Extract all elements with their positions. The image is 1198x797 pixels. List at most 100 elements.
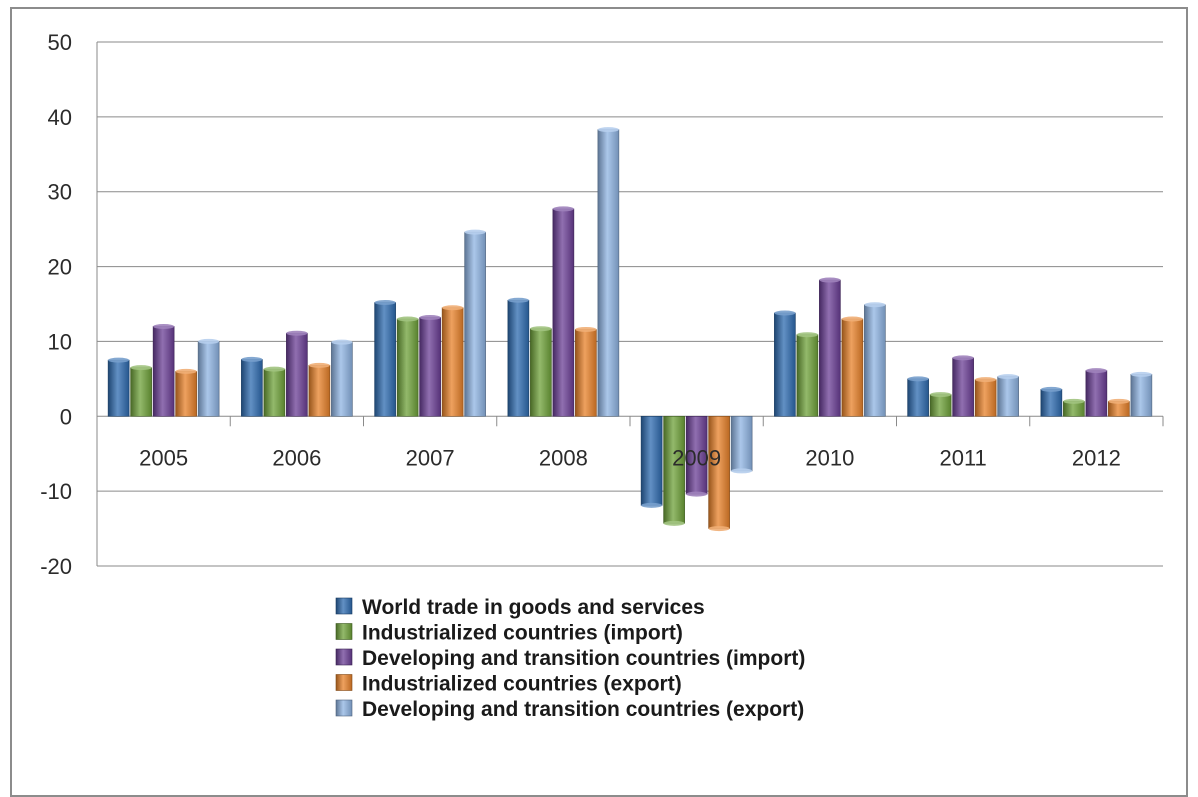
bar bbox=[1040, 389, 1063, 417]
bar bbox=[241, 359, 263, 417]
legend-swatch bbox=[335, 674, 353, 691]
legend-label: Developing and transition countries (imp… bbox=[362, 647, 805, 670]
x-axis-category-labels: 2005 2006 2007 2008 2009 2010 2011 2012 bbox=[139, 445, 1121, 470]
bar bbox=[1130, 374, 1153, 417]
y-tick-label: 50 bbox=[48, 30, 72, 55]
legend-label: World trade in goods and services bbox=[362, 596, 705, 619]
bar bbox=[597, 129, 620, 417]
bar bbox=[907, 378, 929, 417]
bar-cap bbox=[907, 376, 929, 382]
bar-cap bbox=[774, 310, 796, 316]
bar-cap bbox=[930, 392, 952, 398]
bar bbox=[841, 318, 864, 417]
bar bbox=[1085, 370, 1108, 417]
bar bbox=[286, 332, 308, 417]
bar-cap bbox=[731, 468, 753, 474]
bar bbox=[175, 371, 197, 417]
bar bbox=[441, 307, 464, 417]
bar-cap bbox=[1040, 386, 1062, 392]
bar-cap bbox=[575, 326, 597, 332]
legend-label: Industrialized countries (import) bbox=[362, 622, 683, 645]
bar-cap bbox=[530, 326, 552, 332]
x-category-label: 2009 bbox=[672, 445, 721, 470]
bar bbox=[796, 334, 819, 417]
bar-cap bbox=[841, 316, 863, 322]
bar-cap bbox=[442, 305, 464, 311]
bar-cap bbox=[130, 365, 152, 371]
bar-cap bbox=[819, 277, 841, 283]
bar bbox=[507, 299, 530, 417]
bar bbox=[263, 368, 286, 417]
bar-cap bbox=[419, 314, 441, 320]
bar bbox=[552, 208, 575, 417]
bar-cap bbox=[464, 229, 486, 235]
bar bbox=[396, 318, 419, 417]
bar bbox=[640, 415, 663, 506]
bar bbox=[107, 359, 130, 417]
bar-cap bbox=[241, 356, 263, 362]
bar-cap bbox=[108, 357, 130, 363]
bar bbox=[819, 279, 841, 417]
y-tick-label: 40 bbox=[48, 105, 72, 130]
bar-cap bbox=[263, 366, 285, 372]
legend-label: Developing and transition countries (exp… bbox=[362, 698, 804, 721]
bar bbox=[419, 317, 441, 417]
bar-cap bbox=[796, 332, 818, 338]
bar bbox=[374, 302, 396, 417]
bar bbox=[331, 341, 353, 417]
bar-cap bbox=[374, 300, 396, 306]
y-tick-label: 20 bbox=[48, 255, 72, 280]
x-category-label: 2007 bbox=[406, 445, 455, 470]
bar-cap bbox=[952, 355, 974, 361]
bar-cap bbox=[552, 206, 574, 212]
bar bbox=[308, 365, 331, 417]
bar-cap bbox=[198, 338, 220, 344]
x-category-label: 2005 bbox=[139, 445, 188, 470]
bar-cap bbox=[1130, 371, 1152, 377]
bar-cap bbox=[175, 368, 197, 374]
bar-cap bbox=[308, 362, 330, 368]
x-category-label: 2006 bbox=[272, 445, 321, 470]
bar bbox=[575, 329, 597, 417]
bars bbox=[107, 127, 1153, 532]
y-tick-label: -20 bbox=[40, 554, 72, 579]
bar bbox=[464, 231, 486, 417]
x-category-label: 2012 bbox=[1072, 445, 1121, 470]
bar-cap bbox=[286, 330, 308, 336]
bar-cap bbox=[1108, 398, 1130, 404]
bar-cap bbox=[864, 302, 886, 308]
bar-cap bbox=[663, 520, 685, 526]
bar-cap bbox=[641, 502, 663, 508]
bar bbox=[864, 304, 886, 417]
y-tick-label: 0 bbox=[60, 404, 72, 429]
legend: World trade in goods and services Industr… bbox=[335, 596, 805, 721]
bar bbox=[730, 415, 753, 472]
bar-cap bbox=[397, 316, 419, 322]
bar bbox=[197, 341, 220, 417]
bar-cap bbox=[997, 374, 1019, 380]
gridlines bbox=[96, 41, 1164, 567]
legend-label: Industrialized countries (export) bbox=[362, 673, 682, 696]
y-tick-label: 10 bbox=[48, 329, 72, 354]
bar-cap bbox=[597, 127, 619, 133]
bar bbox=[774, 312, 796, 417]
x-category-label: 2011 bbox=[939, 445, 986, 470]
bar bbox=[929, 394, 952, 417]
legend-swatch bbox=[335, 623, 353, 640]
bar-cap bbox=[686, 491, 708, 497]
bar bbox=[708, 415, 730, 529]
y-tick-label: 30 bbox=[48, 180, 72, 205]
bar bbox=[997, 376, 1019, 417]
y-tick-label: -10 bbox=[40, 479, 72, 504]
legend-swatch bbox=[335, 597, 353, 615]
legend-swatch bbox=[335, 648, 353, 666]
bar-cap bbox=[1063, 398, 1085, 404]
bar-cap bbox=[975, 377, 997, 383]
bar bbox=[152, 326, 175, 417]
bar bbox=[974, 379, 997, 417]
x-category-label: 2010 bbox=[805, 445, 854, 470]
bar bbox=[130, 367, 152, 417]
legend-swatch bbox=[335, 699, 353, 717]
y-axis-tick-labels: 50 40 30 20 10 0 -10 -20 bbox=[40, 30, 72, 579]
